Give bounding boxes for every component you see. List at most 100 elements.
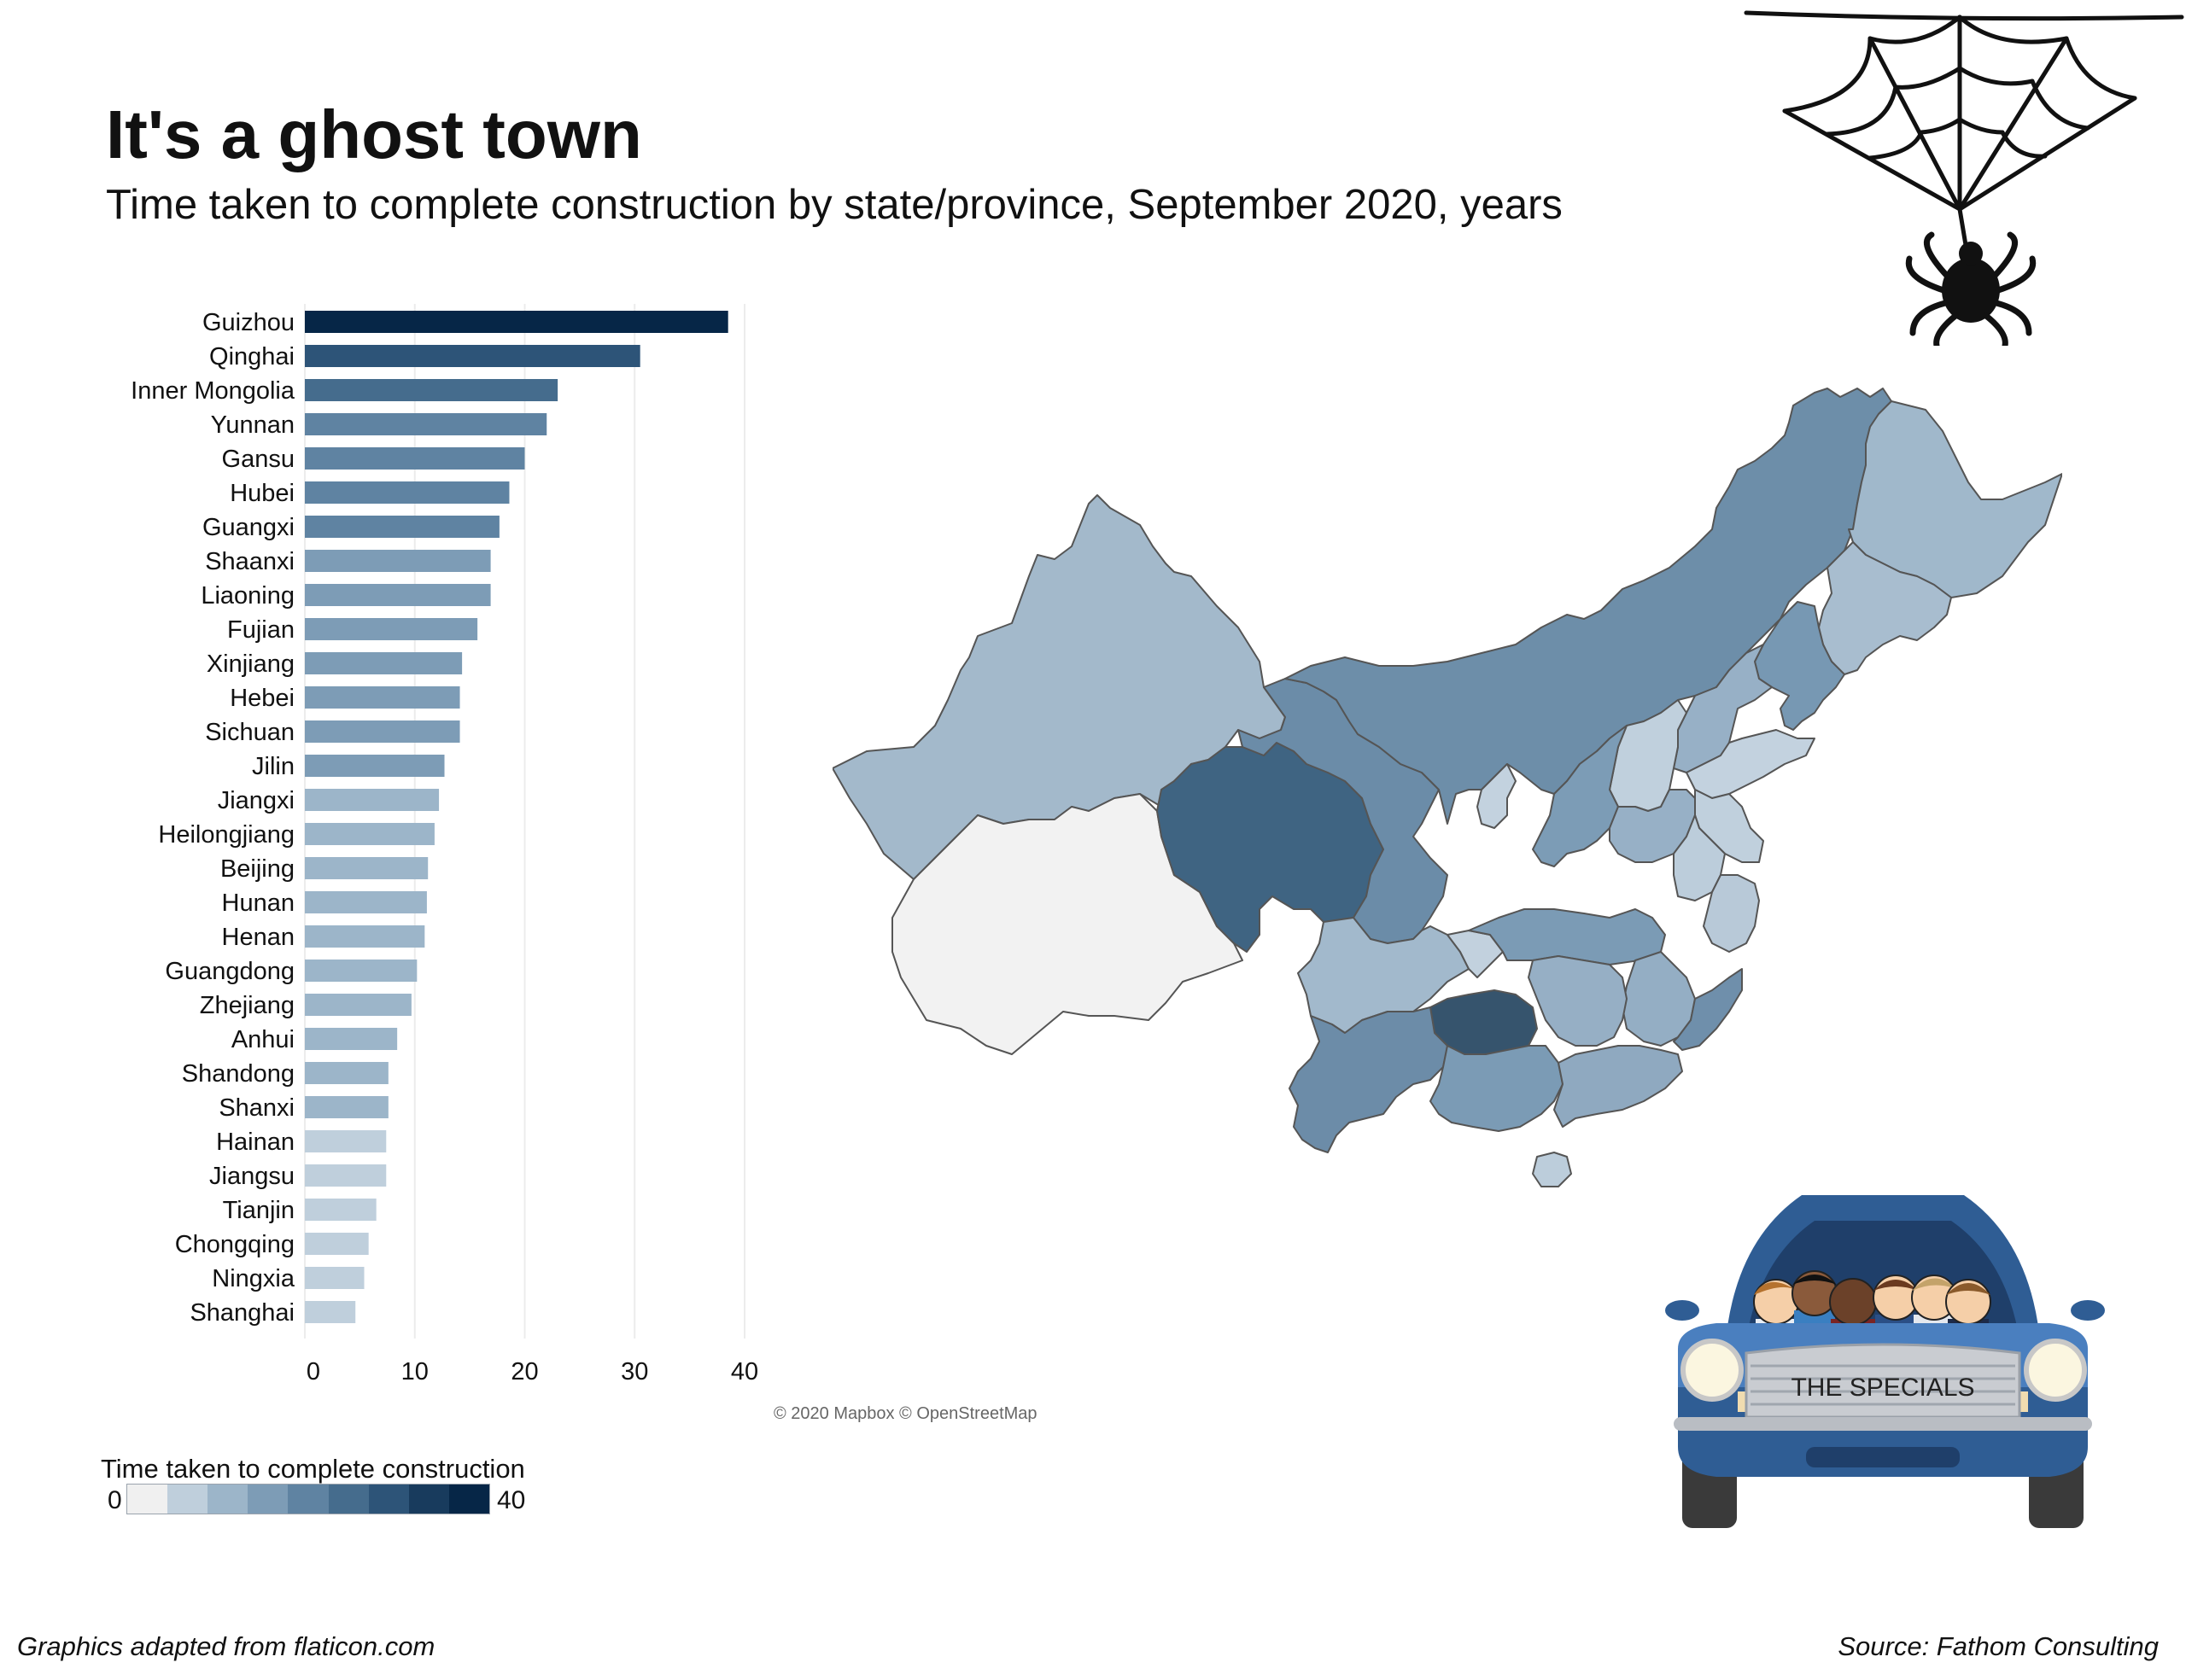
legend-swatch	[167, 1485, 208, 1514]
chart-subtitle: Time taken to complete construction by s…	[106, 182, 1563, 228]
bar	[305, 584, 491, 606]
legend-color-scale	[126, 1484, 490, 1514]
map-region-hunan	[1528, 955, 1628, 1047]
bar	[305, 1164, 387, 1187]
bar	[305, 345, 640, 367]
category-label: Heilongjiang	[158, 821, 295, 849]
category-label: Guangxi	[202, 514, 295, 541]
bar	[305, 379, 558, 401]
category-label: Shanxi	[219, 1094, 295, 1122]
legend-max-label: 40	[497, 1486, 526, 1514]
map-region-fujian	[1673, 968, 1743, 1051]
category-label: Hainan	[216, 1129, 295, 1156]
x-axis-ticks: 0 10 20 30 40	[307, 1358, 758, 1383]
bar	[305, 857, 429, 879]
x-tick-label: 10	[401, 1358, 429, 1383]
category-label: Gansu	[222, 446, 295, 473]
legend-swatch	[448, 1485, 489, 1514]
category-label: Beijing	[220, 855, 295, 883]
category-label: Henan	[222, 924, 295, 951]
bar	[305, 1301, 356, 1323]
x-tick-label: 0	[307, 1358, 320, 1383]
bars	[305, 311, 728, 1323]
bar	[305, 720, 460, 743]
x-tick-label: 30	[621, 1358, 648, 1383]
bar	[305, 311, 728, 333]
bar	[305, 550, 491, 572]
bar	[305, 413, 547, 435]
category-label: Inner Mongolia	[131, 377, 295, 405]
map-region-jilin	[1818, 541, 1952, 675]
category-label: Liaoning	[201, 582, 295, 610]
bar	[305, 823, 435, 845]
category-label: Guizhou	[202, 309, 295, 336]
category-label: Xinjiang	[207, 650, 295, 678]
category-label: Hunan	[222, 890, 295, 917]
category-label: Jiangxi	[218, 787, 295, 814]
bar	[305, 618, 478, 640]
bar	[305, 994, 412, 1016]
map-region-heilongjiang	[1848, 400, 2062, 598]
bar	[305, 1130, 387, 1152]
bar	[305, 686, 460, 709]
legend-swatch	[207, 1485, 248, 1514]
bar	[305, 652, 463, 674]
category-label: Guangdong	[165, 958, 295, 985]
bar	[305, 789, 440, 811]
bar	[305, 447, 525, 470]
category-label: Fujian	[227, 616, 295, 644]
bar	[305, 1096, 389, 1118]
map-region-guangxi	[1429, 1045, 1564, 1132]
category-label: Tianjin	[223, 1197, 295, 1224]
chart-title: It's a ghost town	[106, 96, 642, 172]
legend-swatch	[368, 1485, 409, 1514]
bar	[305, 1199, 377, 1221]
map-region-tibet	[891, 793, 1243, 1055]
category-label: Yunnan	[211, 411, 295, 439]
category-label: Jiangsu	[209, 1163, 295, 1190]
category-label: Anhui	[231, 1026, 295, 1053]
category-label: Shaanxi	[205, 548, 295, 575]
category-label: Jilin	[252, 753, 295, 780]
china-province-map	[833, 388, 2062, 1187]
legend-min-label: 0	[108, 1486, 122, 1514]
bar	[305, 516, 500, 538]
bar	[305, 925, 425, 948]
category-label: Hebei	[230, 685, 295, 712]
x-tick-label: 40	[731, 1358, 758, 1383]
spider-web-illustration	[1744, 10, 2184, 346]
footer-source: Source: Fathom Consulting	[1838, 1631, 2159, 1661]
footer-credit: Graphics adapted from flaticon.com	[17, 1631, 435, 1661]
map-region-guangdong	[1553, 1045, 1683, 1128]
spider-icon	[1905, 231, 2037, 346]
x-tick-label: 20	[511, 1358, 538, 1383]
map-attribution: © 2020 Mapbox © OpenStreetMap	[774, 1404, 1037, 1423]
category-label: Sichuan	[205, 719, 295, 746]
legend-swatch	[288, 1485, 329, 1514]
map-region-ningxia	[1476, 763, 1517, 829]
category-label: Hubei	[230, 480, 295, 507]
legend-title: Time taken to complete construction	[101, 1454, 525, 1484]
bar-chart: Guizhou Qinghai Inner Mongolia Yunnan Gansu H…	[131, 304, 758, 1383]
car-sign-text: THE SPECIALS	[1791, 1374, 1974, 1402]
legend-swatch	[408, 1485, 449, 1514]
bar	[305, 755, 445, 777]
category-labels: Guizhou Qinghai Inner Mongolia Yunnan Gansu H…	[131, 309, 295, 1327]
legend-swatch	[127, 1485, 168, 1514]
category-label: Qinghai	[209, 343, 295, 370]
bar	[305, 1028, 398, 1050]
map-region-zhejiang	[1703, 874, 1760, 953]
bar	[305, 1233, 369, 1255]
map-region-hainan	[1532, 1152, 1572, 1187]
category-label: Zhejiang	[200, 992, 295, 1019]
category-label: Shanghai	[190, 1299, 295, 1327]
legend-swatch	[248, 1485, 289, 1514]
category-label: Chongqing	[175, 1231, 295, 1258]
bar	[305, 1062, 389, 1084]
bar	[305, 1267, 365, 1289]
bar	[305, 481, 510, 504]
car-illustration: THE SPECIALS	[1665, 1195, 2105, 1528]
map-region-sichuan	[1297, 917, 1470, 1034]
category-label: Ningxia	[212, 1265, 295, 1292]
legend-swatch	[328, 1485, 369, 1514]
